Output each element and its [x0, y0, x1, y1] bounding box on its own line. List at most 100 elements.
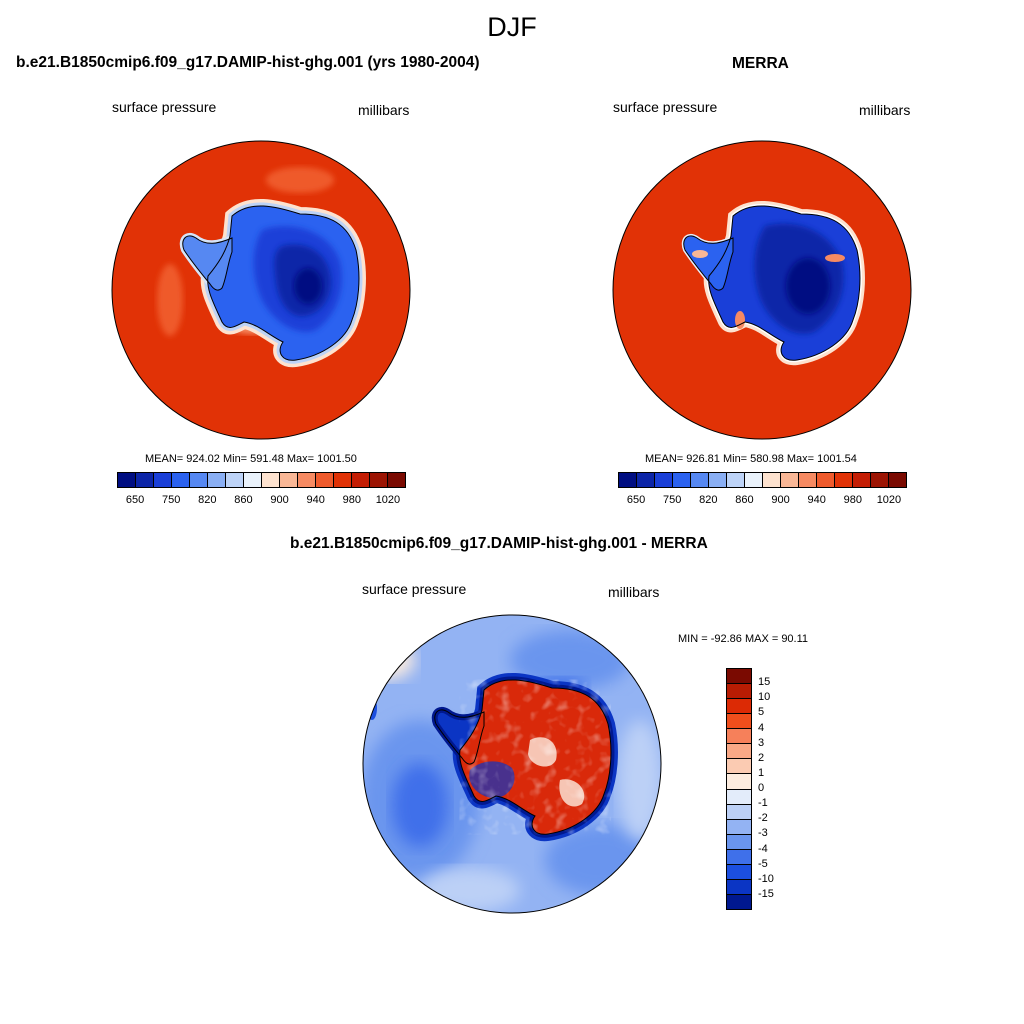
colorbar-tick-label: 2 [758, 751, 765, 764]
colorbar-swatch [334, 473, 352, 487]
colorbar-swatch [244, 473, 262, 487]
colorbar-swatch [172, 473, 190, 487]
panel-3-units-label: millibars [608, 584, 660, 600]
panel-1-title: b.e21.B1850cmip6.f09_g17.DAMIP-hist-ghg.… [16, 54, 480, 71]
panel-2-title: MERRA [732, 55, 789, 72]
colorbar-swatch [727, 894, 751, 909]
colorbar-tick-label: 940 [807, 494, 826, 506]
colorbar-swatch [727, 834, 751, 850]
colorbar-swatch [817, 473, 835, 487]
colorbar-swatch [226, 473, 244, 487]
colorbar-swatch [727, 669, 751, 685]
colorbar-swatch [871, 473, 889, 487]
colorbar-swatch [727, 473, 745, 487]
antarctica-difference [435, 680, 611, 834]
colorbar-swatch [154, 473, 172, 487]
panel-1-stats: MEAN= 924.02 Min= 591.48 Max= 1001.50 [145, 453, 357, 465]
panel-3-colorbar [726, 668, 752, 910]
colorbar-swatch [262, 473, 280, 487]
colorbar-tick-label: -4 [758, 842, 768, 855]
colorbar-tick-label: -3 [758, 827, 768, 840]
colorbar-tick-label: 0 [758, 782, 765, 794]
colorbar-tick-label: 980 [843, 494, 862, 506]
panel-2-variable-label: surface pressure [613, 99, 718, 115]
colorbar-swatch [727, 879, 751, 895]
page-title: DJF [487, 12, 537, 42]
colorbar-swatch [889, 473, 906, 487]
colorbar-swatch [727, 819, 751, 835]
colorbar-swatch [781, 473, 799, 487]
panel-1-map [111, 140, 411, 440]
panel-1-variable-label: surface pressure [112, 99, 217, 115]
colorbar-swatch [208, 473, 226, 487]
colorbar-swatch [118, 473, 136, 487]
colorbar-tick-label: 900 [270, 494, 289, 506]
colorbar-swatch [727, 684, 751, 700]
antarctica-merra [681, 206, 860, 360]
panel-3-variable-label: surface pressure [362, 581, 467, 597]
colorbar-tick-label: 750 [162, 494, 181, 506]
colorbar-tick-label: 820 [699, 494, 718, 506]
colorbar-swatch [709, 473, 727, 487]
panel-1-colorbar [117, 472, 406, 488]
colorbar-swatch [727, 729, 751, 745]
colorbar-swatch [727, 789, 751, 805]
colorbar-swatch [835, 473, 853, 487]
colorbar-swatch [727, 864, 751, 880]
colorbar-tick-label: -15 [758, 887, 774, 900]
colorbar-tick-label: 5 [758, 706, 765, 719]
colorbar-tick-label: 15 [758, 676, 771, 689]
colorbar-swatch [136, 473, 154, 487]
panel-2-units-label: millibars [859, 102, 911, 118]
colorbar-swatch [637, 473, 655, 487]
colorbar-swatch [727, 849, 751, 865]
colorbar-swatch [799, 473, 817, 487]
colorbar-tick-label: 10 [758, 691, 771, 704]
colorbar-swatch [763, 473, 781, 487]
colorbar-tick-label: -1 [758, 797, 768, 810]
colorbar-swatch [727, 804, 751, 820]
colorbar-tick-label: 1 [758, 766, 765, 779]
colorbar-swatch [853, 473, 871, 487]
colorbar-swatch [673, 473, 691, 487]
colorbar-swatch [727, 714, 751, 730]
colorbar-tick-label: 980 [342, 494, 361, 506]
panel-3-stats: MIN = -92.86 MAX = 90.11 [678, 633, 809, 645]
colorbar-tick-label: 820 [198, 494, 217, 506]
colorbar-tick-label: 1020 [876, 494, 902, 506]
colorbar-tick-label: 650 [626, 494, 646, 506]
colorbar-tick-label: 750 [663, 494, 682, 506]
colorbar-swatch [745, 473, 763, 487]
colorbar-swatch [298, 473, 316, 487]
colorbar-swatch [691, 473, 709, 487]
colorbar-tick-label: -10 [758, 872, 774, 885]
panel-1-units-label: millibars [358, 102, 410, 118]
colorbar-tick-label: 650 [125, 494, 145, 506]
colorbar-tick-label: 3 [758, 736, 765, 749]
colorbar-swatch [388, 473, 405, 487]
colorbar-swatch [370, 473, 388, 487]
colorbar-swatch [727, 774, 751, 790]
colorbar-tick-label: 860 [735, 494, 754, 506]
colorbar-swatch [727, 699, 751, 715]
colorbar-tick-label: -2 [758, 812, 768, 825]
antarctica-model [183, 206, 359, 360]
colorbar-swatch [655, 473, 673, 487]
colorbar-tick-label: 900 [771, 494, 790, 506]
colorbar-swatch [316, 473, 334, 487]
colorbar-swatch [619, 473, 637, 487]
colorbar-tick-label: 1020 [375, 494, 401, 506]
panel-2-map [612, 140, 912, 440]
colorbar-tick-label: 860 [234, 494, 253, 506]
colorbar-tick-label: -5 [758, 857, 768, 870]
colorbar-swatch [727, 744, 751, 760]
panel-2-stats: MEAN= 926.81 Min= 580.98 Max= 1001.54 [645, 453, 857, 465]
panel-3-map [362, 614, 662, 914]
colorbar-swatch [352, 473, 370, 487]
colorbar-swatch [190, 473, 208, 487]
colorbar-tick-label: 4 [758, 721, 765, 734]
panel-2-colorbar [618, 472, 907, 488]
colorbar-swatch [727, 759, 751, 775]
colorbar-tick-label: 940 [306, 494, 325, 506]
